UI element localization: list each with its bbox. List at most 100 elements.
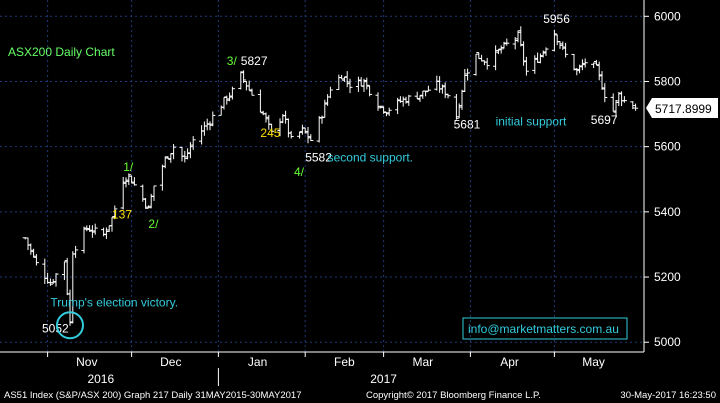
ohlc-bar: [423, 90, 429, 97]
ohlc-bar: [263, 112, 269, 123]
annotation-price: 5827: [241, 54, 268, 68]
ohlc-bar: [297, 131, 303, 139]
ohlc-bar: [64, 257, 70, 296]
x-year-label: 2016: [87, 372, 114, 386]
ohlc-bar: [120, 176, 126, 210]
ohlc-bar: [224, 95, 230, 105]
ohlc-bar: [123, 177, 129, 188]
ohlc-bar: [42, 258, 48, 284]
ohlc-bar: [299, 124, 305, 135]
ohlc-bar: [92, 223, 98, 235]
annotation-price: 5052: [42, 321, 69, 335]
footer-source: AS51 Index (S&P/ASX 200) Graph 217 Daily…: [4, 390, 302, 401]
ohlc-bar: [162, 156, 168, 169]
ohlc-bar: [532, 55, 538, 74]
ohlc-bar: [143, 197, 149, 209]
ohlc-bar: [554, 34, 560, 46]
ohlc-bar: [437, 76, 443, 93]
annotation-price: 5582: [305, 150, 332, 164]
ohlc-bar: [207, 121, 213, 131]
ohlc-bar: [456, 103, 462, 119]
ohlc-bar: [28, 243, 34, 255]
ohlc-bar: [596, 61, 602, 81]
ohlc-bar: [159, 164, 165, 191]
ohlc-bar: [630, 101, 636, 110]
ohlc-bar: [241, 70, 247, 83]
annotation-wave: 3/: [227, 54, 238, 68]
ohlc-bar: [126, 173, 132, 186]
ohlc-bar: [442, 82, 448, 99]
x-month-label: Mar: [412, 355, 433, 369]
ohlc-bar: [81, 226, 87, 254]
ohlc-bar: [341, 76, 347, 82]
ohlc-bar: [112, 205, 118, 220]
ohlc-bar: [403, 96, 409, 104]
ohlc-bar: [400, 96, 406, 107]
ohlc-bar: [285, 118, 291, 138]
ohlc-bar: [171, 143, 177, 160]
ohlc-bar: [31, 248, 37, 258]
ohlc-bar: [383, 111, 389, 117]
ohlc-bar: [619, 91, 625, 107]
ohlc-bar: [386, 107, 392, 116]
ohlc-bar: [227, 92, 233, 102]
ohlc-bar: [336, 74, 342, 91]
ohlc-bar: [325, 94, 331, 106]
email-link[interactable]: info@marketmatters.com.au: [468, 322, 619, 336]
ohlc-bar: [347, 78, 353, 94]
ohlc-bar: [182, 150, 188, 163]
ohlc-bar: [89, 225, 95, 238]
ohlc-bar: [355, 76, 361, 92]
ohlc-bar: [103, 227, 109, 239]
ohlc-bar: [308, 134, 314, 142]
annotation-note: initial support: [496, 114, 567, 128]
ohlc-bar: [473, 53, 479, 76]
ohlc-bar: [61, 261, 67, 280]
annotation-wave: 2/: [148, 217, 159, 231]
ohlc-bar: [165, 156, 171, 160]
ohlc-bar: [425, 85, 431, 92]
ohlc-bar: [602, 83, 608, 103]
ohlc-bar: [269, 123, 275, 133]
annotation-level: 137: [112, 207, 132, 221]
ohlc-bar: [621, 96, 627, 103]
ohlc-bar: [73, 245, 79, 258]
ohlc-bar: [563, 42, 569, 58]
last-price-tag: [646, 98, 718, 118]
ohlc-bar: [305, 126, 311, 144]
ohlc-bar: [591, 62, 597, 69]
ohlc-bar: [201, 121, 207, 136]
annotation-level: 245: [260, 126, 280, 140]
ohlc-bar: [540, 50, 546, 58]
ohlc-bar: [53, 273, 59, 287]
x-month-label: Feb: [334, 355, 355, 369]
ohlc-bar: [521, 41, 527, 66]
ohlc-bar: [25, 237, 31, 251]
footer-timestamp: 30-May-2017 16:23:50: [620, 390, 716, 401]
ohlc-bar: [560, 41, 566, 50]
election-low-highlight: [56, 311, 84, 340]
ohlc-bar: [229, 86, 235, 100]
ohlc-bar: [476, 52, 482, 60]
ohlc-bar: [288, 130, 294, 139]
y-tick-label: 6000: [654, 9, 681, 23]
ohlc-bar: [523, 56, 529, 76]
ohlc-bar: [616, 92, 622, 107]
ohlc-bar: [395, 97, 401, 115]
ohlc-bar: [344, 71, 350, 88]
ohlc-bar: [302, 127, 308, 134]
last-price-label: 5717.8999: [655, 102, 712, 116]
ohlc-bar: [168, 152, 174, 163]
ohlc-bar: [414, 91, 420, 100]
ohlc-bar: [501, 41, 507, 49]
ohlc-bar: [495, 49, 501, 55]
ohlc-bar: [557, 41, 563, 49]
axis-layer: 5000 5200 5400 5600 5800 6000 Nov Dec Jan Feb Mar A…: [0, 0, 681, 386]
ohlc-bar: [67, 289, 73, 326]
annotation-note: Trump's election victory.: [50, 295, 178, 309]
ohlc-bar: [316, 116, 322, 143]
ohlc-bar: [484, 57, 490, 70]
ohlc-bar: [378, 105, 384, 109]
